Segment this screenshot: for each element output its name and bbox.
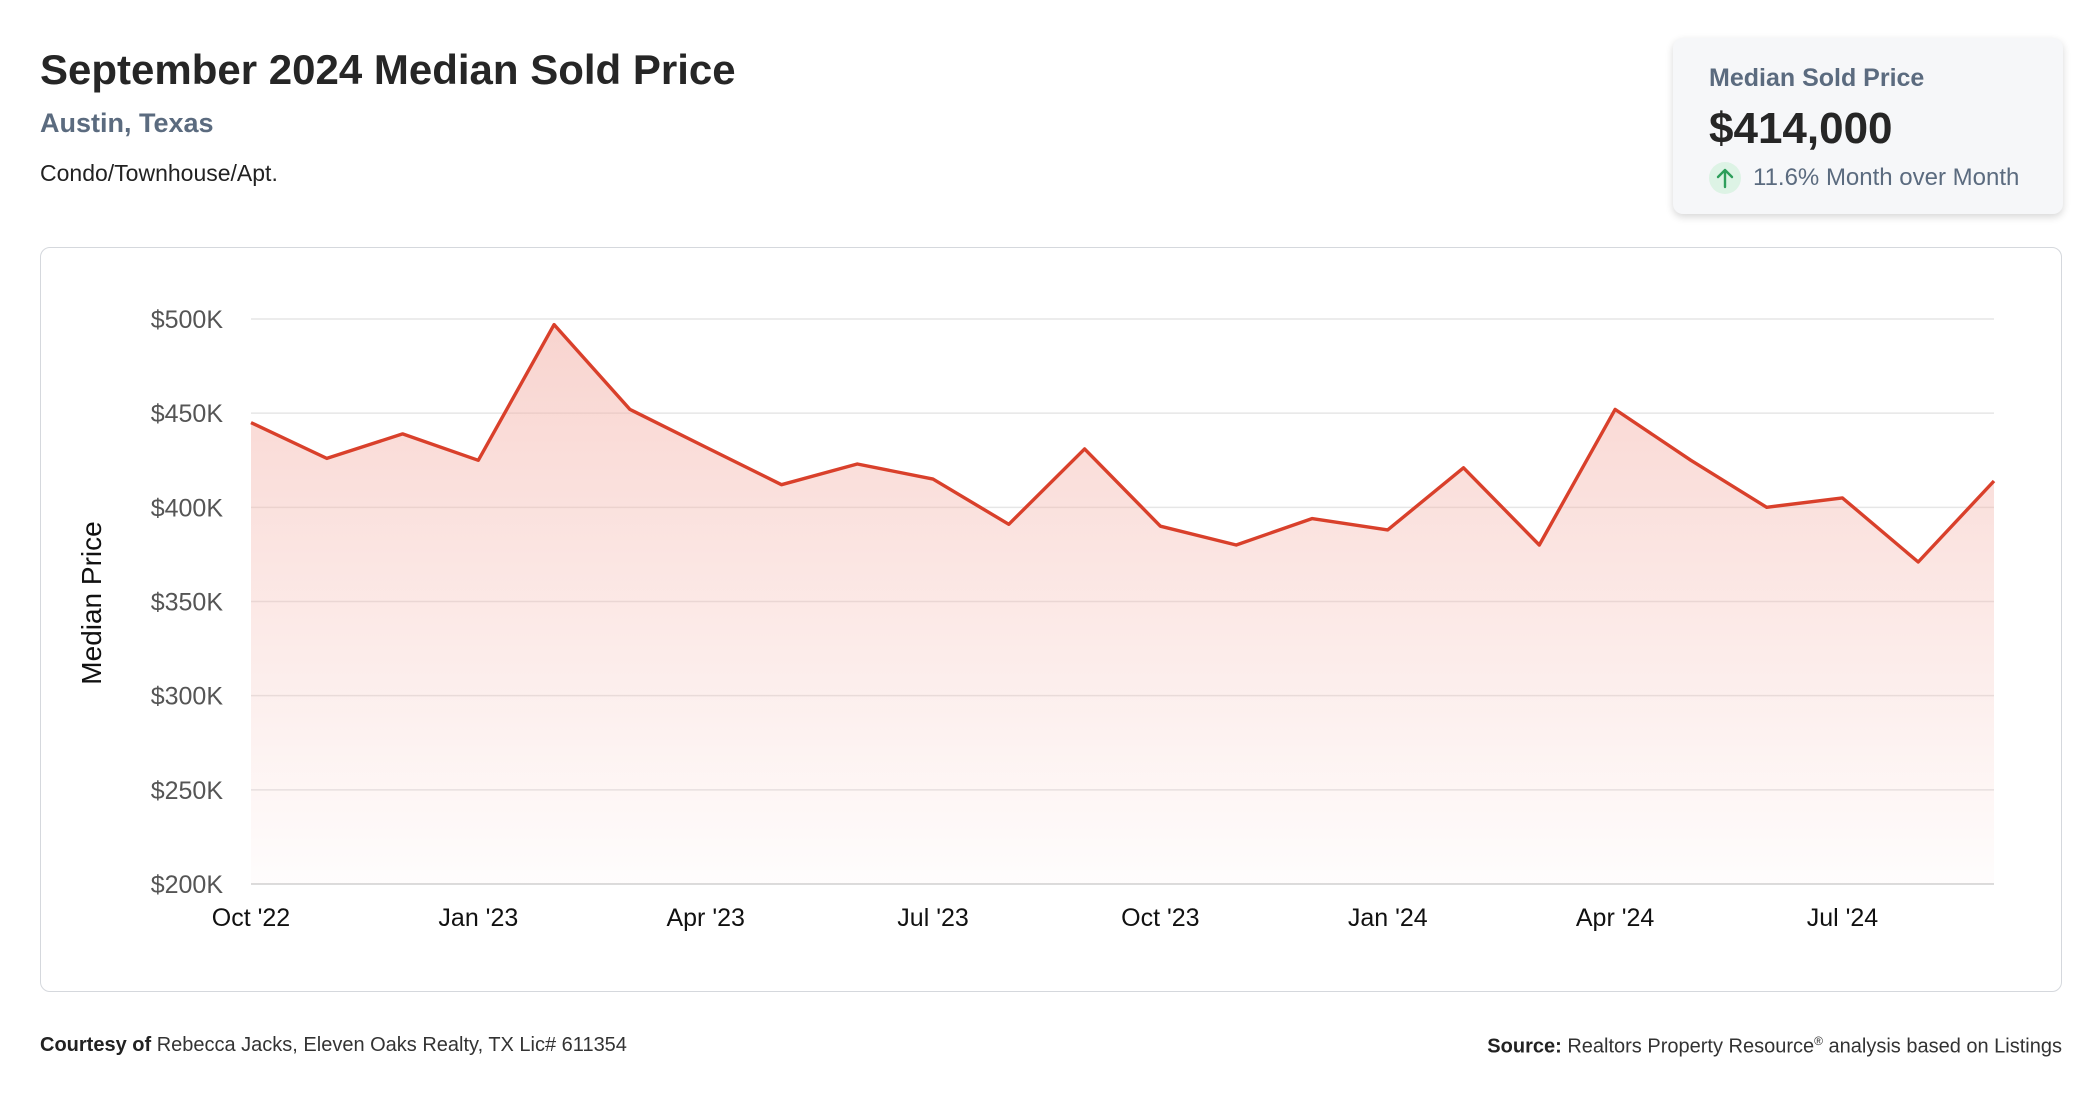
y-tick-label: $250K xyxy=(151,777,224,805)
y-tick-label: $300K xyxy=(151,683,224,711)
x-tick-label: Apr '24 xyxy=(1576,904,1655,932)
courtesy-label: Courtesy of xyxy=(40,1034,152,1056)
x-tick-label: Oct '22 xyxy=(212,904,290,932)
x-tick-label: Jul '23 xyxy=(897,904,968,932)
x-tick-label: Jan '24 xyxy=(1348,904,1428,932)
stat-value: $414,000 xyxy=(1709,104,1893,153)
stat-change-text: 11.6% Month over Month xyxy=(1753,164,2020,191)
source-text-1: Realtors Property Resource xyxy=(1567,1035,1815,1058)
courtesy-text: Rebecca Jacks, Eleven Oaks Realty, TX Li… xyxy=(156,1034,627,1056)
y-tick-label: $500K xyxy=(151,306,224,334)
x-axis-ticks: Oct '22 Jan '23 Apr '23 Jul '23 Oct '23 Jan '… xyxy=(212,904,1878,932)
series-line xyxy=(250,322,1996,564)
median-price-chart: $200K $250K $300K $350K $400K $450K $500K Oct … xyxy=(76,306,1996,932)
x-tick-label: Oct '23 xyxy=(1121,904,1199,932)
y-tick-label: $350K xyxy=(151,589,224,617)
source-label: Source: xyxy=(1487,1035,1562,1058)
y-axis-ticks: $200K $250K $300K $350K $400K $450K $500K xyxy=(151,306,224,899)
y-axis-label: Median Price xyxy=(76,521,107,684)
stat-label: Median Sold Price xyxy=(1709,64,1925,92)
area-fill xyxy=(251,324,1994,885)
chart-panel: $200K $250K $300K $350K $400K $450K $500K Oct … xyxy=(40,247,2062,992)
x-tick-label: Jan '23 xyxy=(438,904,518,932)
location-subtitle: Austin, Texas xyxy=(40,108,214,138)
registered-mark: ® xyxy=(1814,1034,1823,1048)
y-tick-label: $450K xyxy=(151,400,224,428)
y-tick-label: $400K xyxy=(151,494,224,522)
source-footer: Source: Realtors Property Resource® anal… xyxy=(1487,1034,2062,1059)
median-price-stat-card: Median Sold Price $414,000 11.6% Month o… xyxy=(1673,38,2063,214)
property-type-label: Condo/Townhouse/Apt. xyxy=(40,160,278,186)
courtesy-footer: Courtesy of Rebecca Jacks, Eleven Oaks R… xyxy=(40,1034,627,1057)
y-tick-label: $200K xyxy=(151,871,224,899)
page-title: September 2024 Median Sold Price xyxy=(40,46,736,93)
source-text-2: analysis based on Listings xyxy=(1828,1035,2062,1058)
arrow-up-icon xyxy=(1709,162,1741,194)
x-tick-label: Jul '24 xyxy=(1807,904,1879,932)
x-tick-label: Apr '23 xyxy=(666,904,744,932)
stat-change: 11.6% Month over Month xyxy=(1709,162,2019,194)
